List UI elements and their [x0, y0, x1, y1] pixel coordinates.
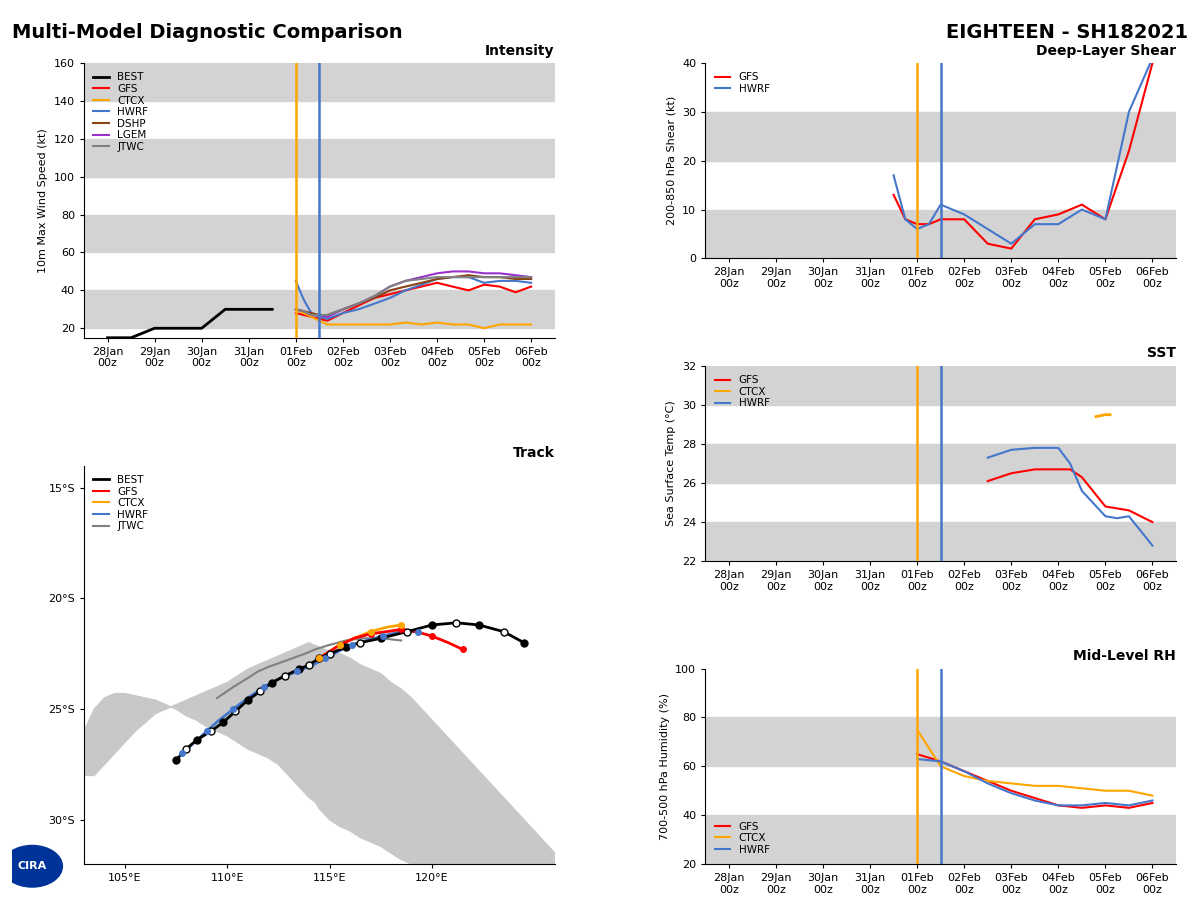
Y-axis label: 700-500 hPa Humidity (%): 700-500 hPa Humidity (%) — [660, 693, 670, 840]
Bar — [706, 112, 1176, 161]
Legend: BEST, GFS, CTCX, HWRF, JTWC: BEST, GFS, CTCX, HWRF, JTWC — [89, 471, 152, 536]
Legend: GFS, CTCX, HWRF: GFS, CTCX, HWRF — [710, 371, 774, 412]
Text: SST: SST — [1147, 346, 1176, 361]
Bar — [706, 210, 1176, 258]
Bar — [706, 522, 1176, 562]
Text: CIRA: CIRA — [18, 861, 47, 871]
Legend: GFS, CTCX, HWRF: GFS, CTCX, HWRF — [710, 817, 774, 859]
Text: Mid-Level RH: Mid-Level RH — [1073, 649, 1176, 663]
Circle shape — [2, 845, 62, 887]
Bar — [706, 815, 1176, 864]
Bar — [84, 63, 554, 101]
Y-axis label: 200-850 hPa Shear (kt): 200-850 hPa Shear (kt) — [667, 96, 677, 225]
Y-axis label: 10m Max Wind Speed (kt): 10m Max Wind Speed (kt) — [38, 128, 48, 273]
Text: Track: Track — [512, 446, 554, 460]
Legend: GFS, HWRF: GFS, HWRF — [710, 68, 774, 98]
Text: EIGHTEEN - SH182021: EIGHTEEN - SH182021 — [946, 22, 1188, 41]
Bar — [84, 139, 554, 176]
Polygon shape — [84, 643, 554, 864]
Y-axis label: Sea Surface Temp (°C): Sea Surface Temp (°C) — [666, 400, 677, 526]
Text: Intensity: Intensity — [485, 44, 554, 58]
Text: Multi-Model Diagnostic Comparison: Multi-Model Diagnostic Comparison — [12, 22, 403, 41]
Bar — [706, 717, 1176, 766]
Bar — [84, 291, 554, 328]
Bar — [706, 444, 1176, 483]
Bar — [706, 365, 1176, 405]
Legend: BEST, GFS, CTCX, HWRF, DSHP, LGEM, JTWC: BEST, GFS, CTCX, HWRF, DSHP, LGEM, JTWC — [89, 68, 152, 156]
Bar — [84, 214, 554, 253]
Text: Deep-Layer Shear: Deep-Layer Shear — [1036, 44, 1176, 58]
